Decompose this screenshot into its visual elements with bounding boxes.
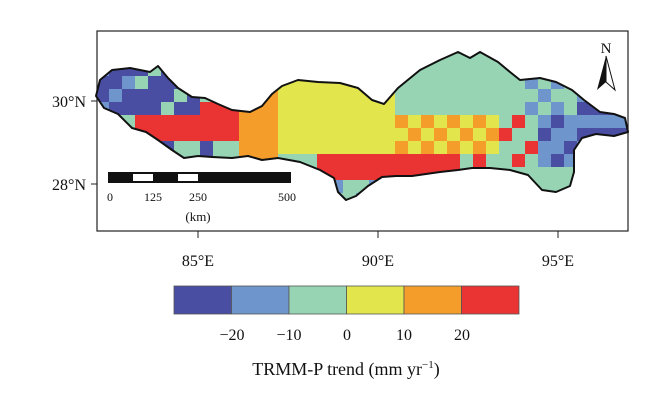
legend-swatch bbox=[288, 285, 347, 315]
scale-tick-125: 125 bbox=[144, 190, 162, 204]
lon-label-95: 95°E bbox=[542, 253, 574, 270]
lat-label-30: 30°N bbox=[52, 94, 86, 111]
lat-label-28: 28°N bbox=[52, 177, 86, 194]
legend-swatch bbox=[346, 285, 405, 315]
lon-label-85: 85°E bbox=[182, 253, 214, 270]
legend-swatch bbox=[461, 285, 520, 315]
legend-swatch bbox=[231, 285, 290, 315]
north-arrow-icon: N bbox=[597, 41, 616, 92]
legend-title-end: ) bbox=[434, 359, 440, 380]
legend-tick-labels: −20 −10 0 10 20 bbox=[219, 327, 470, 344]
legend-tick-label: 20 bbox=[454, 327, 470, 344]
scale-tick-500: 500 bbox=[278, 190, 296, 204]
legend-tick-label: 10 bbox=[396, 327, 412, 344]
scale-bar: 0 125 250 500 (km) bbox=[107, 172, 296, 224]
legend-tick-label: −10 bbox=[276, 327, 301, 344]
legend-title-main: TRMM-P trend (mm yr bbox=[252, 359, 422, 380]
legend-swatch bbox=[173, 285, 232, 315]
scale-tick-250: 250 bbox=[189, 190, 207, 204]
legend-colorbar bbox=[173, 285, 520, 315]
basin-outline bbox=[95, 51, 629, 201]
legend-title-sup: −1 bbox=[422, 359, 434, 371]
north-arrow-letter: N bbox=[601, 41, 612, 57]
lon-label-90: 90°E bbox=[362, 253, 394, 270]
scale-unit: (km) bbox=[185, 209, 210, 224]
scale-tick-0: 0 bbox=[107, 190, 113, 204]
legend-swatch bbox=[403, 285, 462, 315]
legend-title: TRMM-P trend (mm yr−1) bbox=[252, 359, 440, 380]
legend-tick-label: −20 bbox=[219, 327, 244, 344]
legend-tick-label: 0 bbox=[343, 327, 351, 344]
